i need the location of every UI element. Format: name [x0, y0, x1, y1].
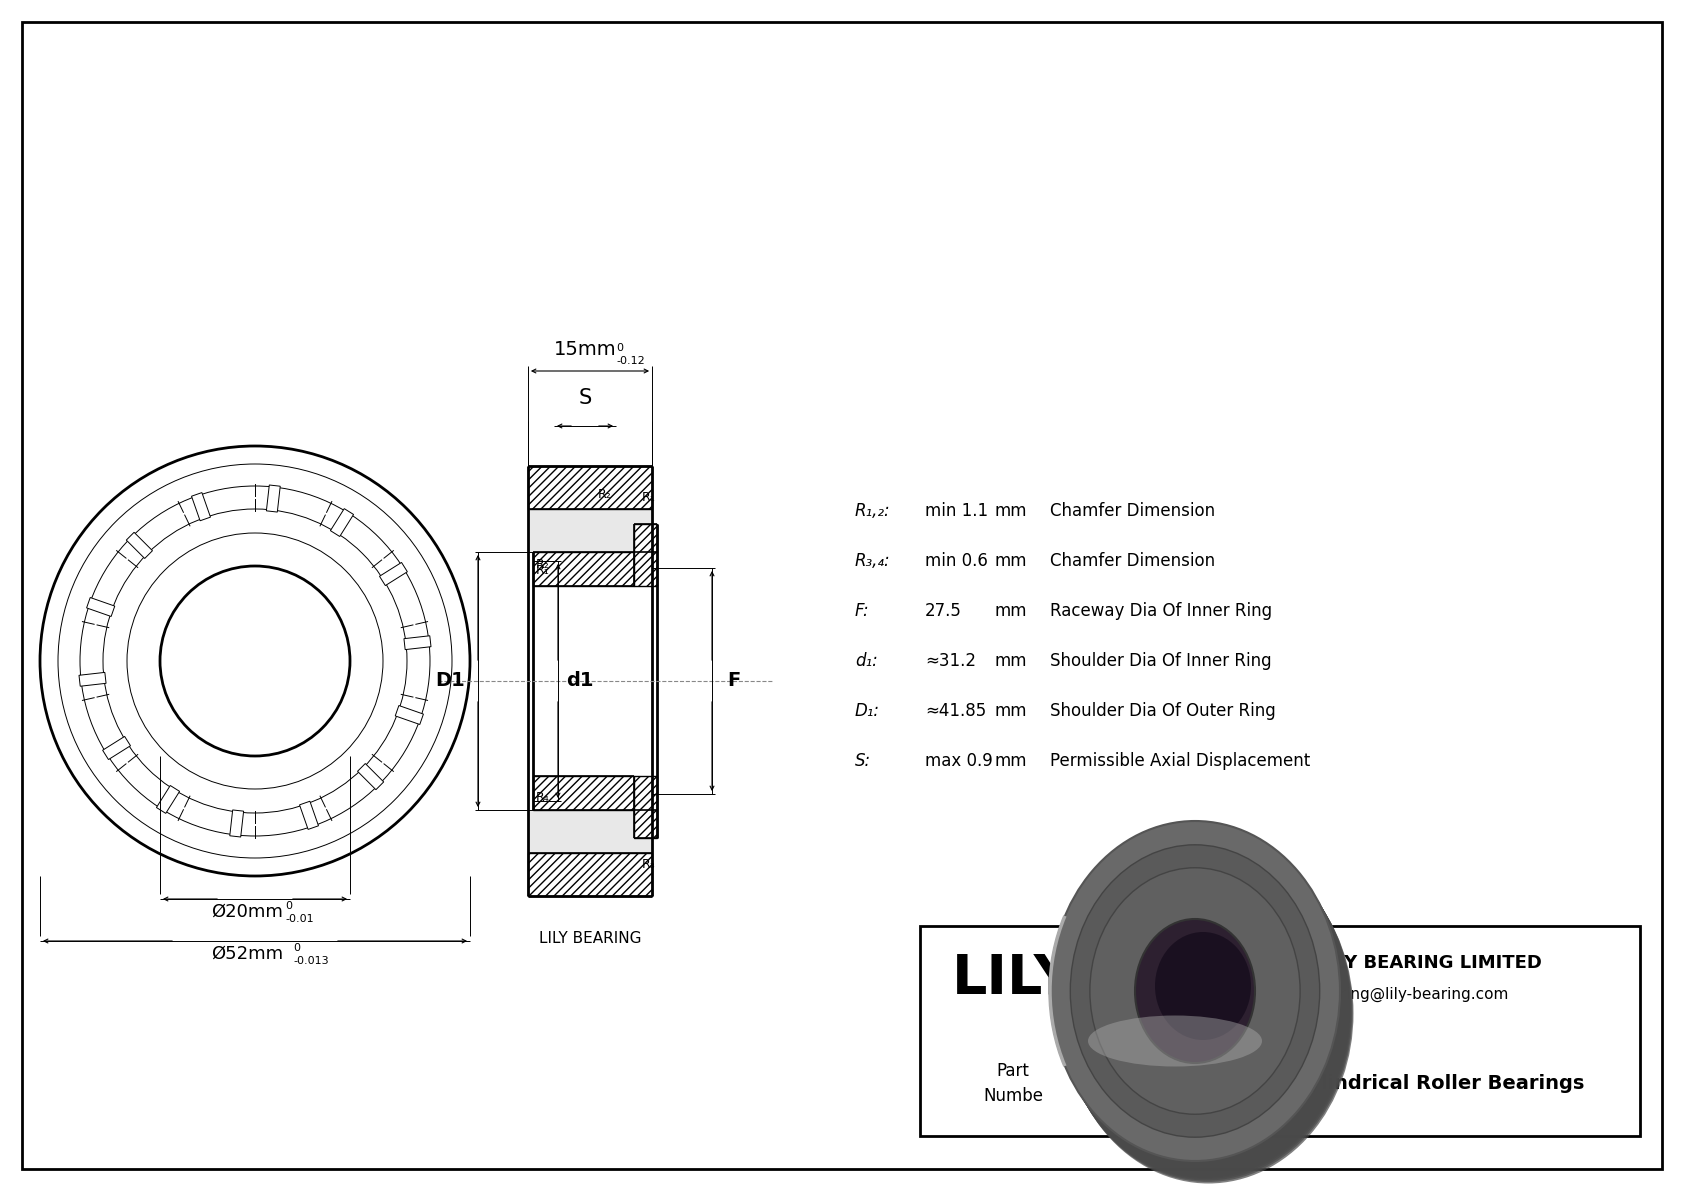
Text: mm: mm — [995, 651, 1027, 671]
Ellipse shape — [1056, 831, 1346, 1172]
Text: Chamfer Dimension: Chamfer Dimension — [1051, 551, 1216, 570]
Text: mm: mm — [995, 551, 1027, 570]
Text: ≈41.85: ≈41.85 — [925, 701, 987, 721]
Ellipse shape — [1051, 821, 1340, 1161]
Text: R₁: R₁ — [642, 491, 655, 504]
Bar — [532, 777, 633, 810]
Bar — [79, 673, 106, 686]
Text: R₃,₄:: R₃,₄: — [855, 551, 891, 570]
Text: Ø20mm: Ø20mm — [210, 903, 283, 921]
Ellipse shape — [1058, 833, 1347, 1173]
Text: d₁:: d₁: — [855, 651, 877, 671]
Ellipse shape — [1063, 842, 1352, 1181]
Text: S:: S: — [855, 752, 871, 771]
Ellipse shape — [1051, 823, 1340, 1162]
Text: min 1.1: min 1.1 — [925, 501, 989, 520]
Text: R₄: R₄ — [536, 791, 549, 804]
Text: Chamfer Dimension: Chamfer Dimension — [1051, 501, 1216, 520]
Ellipse shape — [1090, 868, 1300, 1115]
Bar — [229, 810, 244, 837]
Ellipse shape — [1155, 933, 1251, 1040]
Text: mm: mm — [995, 601, 1027, 621]
Ellipse shape — [1058, 835, 1349, 1174]
Ellipse shape — [1056, 830, 1346, 1170]
Text: Shoulder Dia Of Inner Ring: Shoulder Dia Of Inner Ring — [1051, 651, 1271, 671]
Ellipse shape — [1088, 1016, 1261, 1066]
Bar — [103, 736, 130, 760]
Text: min 0.6: min 0.6 — [925, 551, 989, 570]
Ellipse shape — [1054, 827, 1344, 1167]
Text: R₁: R₁ — [536, 565, 549, 576]
Text: D1: D1 — [434, 672, 465, 691]
Bar — [633, 777, 657, 838]
Bar — [266, 485, 280, 512]
Text: Permissible Axial Displacement: Permissible Axial Displacement — [1051, 752, 1310, 771]
Bar — [529, 509, 652, 551]
Text: 0: 0 — [285, 902, 291, 911]
Bar — [126, 532, 153, 559]
Bar — [357, 763, 384, 790]
Bar — [86, 598, 115, 617]
Text: 15mm: 15mm — [554, 339, 616, 358]
Text: ®: ® — [1064, 942, 1083, 960]
Text: F: F — [727, 672, 741, 691]
Ellipse shape — [1052, 824, 1342, 1164]
Text: -0.12: -0.12 — [616, 356, 645, 366]
Text: Ø52mm: Ø52mm — [210, 944, 283, 964]
Bar — [157, 786, 180, 813]
Ellipse shape — [1064, 843, 1354, 1184]
Bar — [529, 853, 652, 896]
Text: Raceway Dia Of Inner Ring: Raceway Dia Of Inner Ring — [1051, 601, 1271, 621]
Bar — [529, 810, 652, 853]
Text: NJ 304 ECP  Cylindrical Roller Bearings: NJ 304 ECP Cylindrical Roller Bearings — [1160, 1074, 1585, 1093]
Text: mm: mm — [995, 752, 1027, 771]
Ellipse shape — [1061, 841, 1352, 1180]
Ellipse shape — [1052, 825, 1342, 1166]
Text: SHANGHAI LILY BEARING LIMITED: SHANGHAI LILY BEARING LIMITED — [1204, 954, 1541, 972]
Text: D₁:: D₁: — [855, 701, 881, 721]
Ellipse shape — [1054, 829, 1344, 1168]
Text: LILY: LILY — [951, 952, 1074, 1005]
Text: 0: 0 — [293, 943, 300, 953]
Text: Email: lilybearing@lily-bearing.com: Email: lilybearing@lily-bearing.com — [1236, 987, 1509, 1002]
Text: -0.01: -0.01 — [285, 913, 313, 924]
Text: d1: d1 — [566, 672, 594, 691]
Text: LILY BEARING: LILY BEARING — [539, 931, 642, 946]
Text: R₂: R₂ — [536, 559, 549, 570]
Text: S: S — [578, 388, 591, 409]
Text: mm: mm — [995, 501, 1027, 520]
Text: Part
Numbe: Part Numbe — [983, 1062, 1042, 1105]
Ellipse shape — [1059, 837, 1351, 1178]
Bar — [633, 524, 657, 586]
Bar — [532, 551, 633, 586]
Ellipse shape — [1061, 838, 1351, 1179]
Text: F:: F: — [855, 601, 869, 621]
Text: max 0.9: max 0.9 — [925, 752, 994, 771]
Bar — [379, 562, 408, 586]
Ellipse shape — [1135, 919, 1255, 1064]
Text: 27.5: 27.5 — [925, 601, 962, 621]
Text: R₁,₂:: R₁,₂: — [855, 501, 891, 520]
Bar — [404, 636, 431, 649]
Bar — [396, 705, 423, 724]
Text: R₃: R₃ — [642, 858, 655, 871]
Text: R₂: R₂ — [598, 488, 611, 501]
Text: mm: mm — [995, 701, 1027, 721]
Text: -0.013: -0.013 — [293, 956, 328, 966]
Text: Shoulder Dia Of Outer Ring: Shoulder Dia Of Outer Ring — [1051, 701, 1276, 721]
Bar — [529, 466, 652, 509]
Text: 0: 0 — [616, 343, 623, 353]
Text: ≈31.2: ≈31.2 — [925, 651, 977, 671]
Bar — [300, 802, 318, 829]
Bar — [919, 925, 1640, 1136]
Bar — [192, 493, 210, 520]
Bar — [330, 509, 354, 536]
Ellipse shape — [1071, 844, 1320, 1137]
Ellipse shape — [1059, 836, 1349, 1176]
